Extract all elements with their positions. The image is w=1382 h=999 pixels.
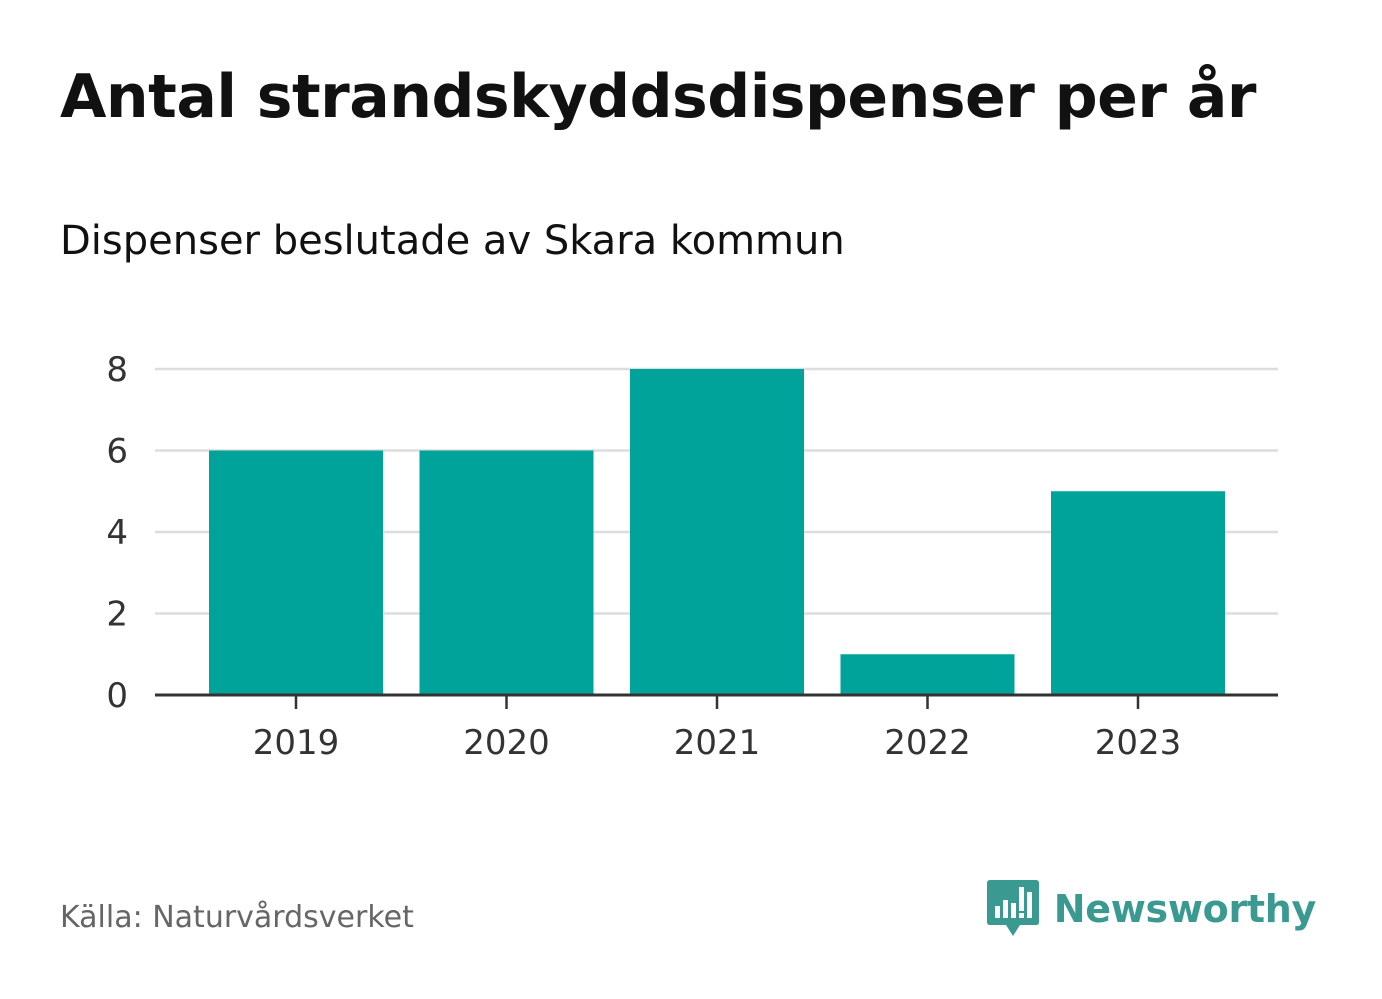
bar-2022 xyxy=(840,654,1015,695)
bar-2021 xyxy=(630,369,804,695)
y-tick-label: 6 xyxy=(106,432,128,472)
bar-2020 xyxy=(419,450,594,695)
source-note: Källa: Naturvårdsverket xyxy=(60,900,414,935)
bar-2023 xyxy=(1051,491,1225,695)
bar-2019 xyxy=(209,450,383,695)
tick-labels: 0 2 4 6 8 2019 2020 2021 2022 2023 xyxy=(106,350,1181,763)
y-tick-label: 0 xyxy=(106,676,128,716)
x-tick-label: 2023 xyxy=(1095,723,1182,763)
chart-subtitle: Dispenser beslutade av Skara kommun xyxy=(60,218,845,264)
x-tick-label: 2019 xyxy=(253,723,340,763)
y-tick-label: 2 xyxy=(106,595,128,635)
brand-name: Newsworthy xyxy=(1053,887,1317,931)
y-tick-label: 4 xyxy=(106,513,128,553)
bars xyxy=(209,369,1225,695)
axes xyxy=(155,693,1278,709)
x-tick-label: 2020 xyxy=(463,723,550,763)
x-tick-label: 2021 xyxy=(674,723,761,763)
brand-logo: Newsworthy xyxy=(986,878,1316,940)
newsworthy-logo-icon xyxy=(986,880,1039,936)
y-tick-label: 8 xyxy=(106,350,128,390)
x-tick-label: 2022 xyxy=(884,723,971,763)
chart-title: Antal strandskyddsdispenser per år xyxy=(60,62,1256,132)
